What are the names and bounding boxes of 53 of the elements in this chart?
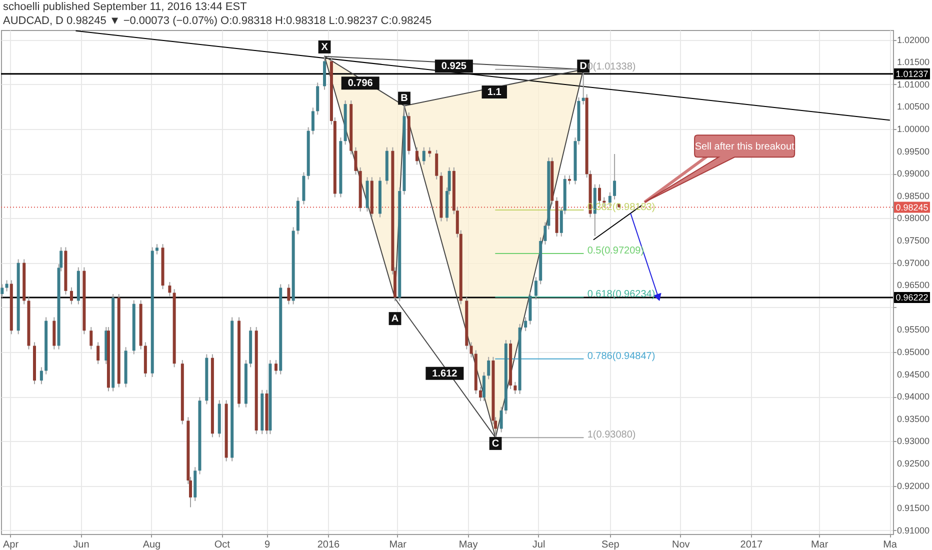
x-tick-label: Aug [142,540,161,550]
y-tick-label: 1.02000 [897,34,930,45]
x-tick-label: Nov [672,540,690,550]
ref-line-label: 0.96222 [896,292,928,303]
x-tick-label: 2016 [317,540,340,550]
y-tick-label: 0.93500 [897,414,930,424]
ref-line-label: 0.98245 [896,202,928,212]
chart-title: AUDCAD, D 0.98245 ▼ −0.00073 (−0.07%) O:0.98318 H:0.98318 L:0.98237 C:0.98245 [3,15,432,27]
y-tick-label: 0.98000 [897,213,930,224]
x-tick-label: Mar [389,540,408,550]
annotation: 0.796 [348,78,374,90]
y-tick-label: 1.00000 [897,124,930,134]
y-tick-label: 0.97000 [897,258,930,268]
y-tick-label: 1.00500 [897,102,930,112]
annotation: 0.925 [441,61,467,72]
y-tick-label: 0.91000 [897,525,930,536]
x-tick-label: 2017 [740,540,763,550]
x-tick-label: Sep [602,540,620,550]
y-tick-label: 0.94500 [897,369,930,380]
x-tick-label: 9 [264,540,270,550]
annotation: B [400,93,408,104]
x-tick-label: Mar [810,540,829,550]
annotation: A [391,314,399,325]
y-tick-label: 1.01500 [897,57,930,68]
annotation: C [492,438,500,450]
y-tick-label: 0.93000 [897,436,930,446]
series-label: 0.786(0.94847) [587,350,656,362]
y-tick-label: 0.95500 [897,324,930,335]
x-tick-label: Oct [214,540,230,550]
y-tick-label: 0.97500 [897,236,930,246]
annotation: X [321,42,328,53]
x-tick-label: Jul [532,540,546,550]
y-tick-label: 0.96500 [897,280,930,290]
y-tick-label: 0.92500 [897,458,930,469]
x-tick-label: Apr [2,540,20,550]
x-tick-label: May [458,540,478,550]
y-tick-label: 0.94000 [897,392,930,402]
annotation: D [580,61,587,72]
y-tick-label: 0.91500 [897,503,930,514]
text: schoelli published September 11, 2016 13:44 EST [3,1,247,13]
series-label: 1(0.93080) [587,430,636,441]
y-tick-label: 0.95000 [897,347,930,358]
annotation: 1.612 [432,368,458,380]
y-tick-label: 1.01000 [897,79,930,90]
x-tick-label: Jun [73,540,90,550]
annotation: 1.1 [487,86,502,98]
ref-line-label: 1.01237 [896,68,928,79]
y-tick-label: 0.99500 [897,146,930,156]
y-tick-label: 0.92000 [897,480,930,491]
y-tick-label: 0.99000 [897,168,930,179]
y-tick-label: 0.98500 [897,190,930,201]
annotation: Sell after this breakout [694,142,795,153]
x-tick-label: Ma [883,540,898,550]
